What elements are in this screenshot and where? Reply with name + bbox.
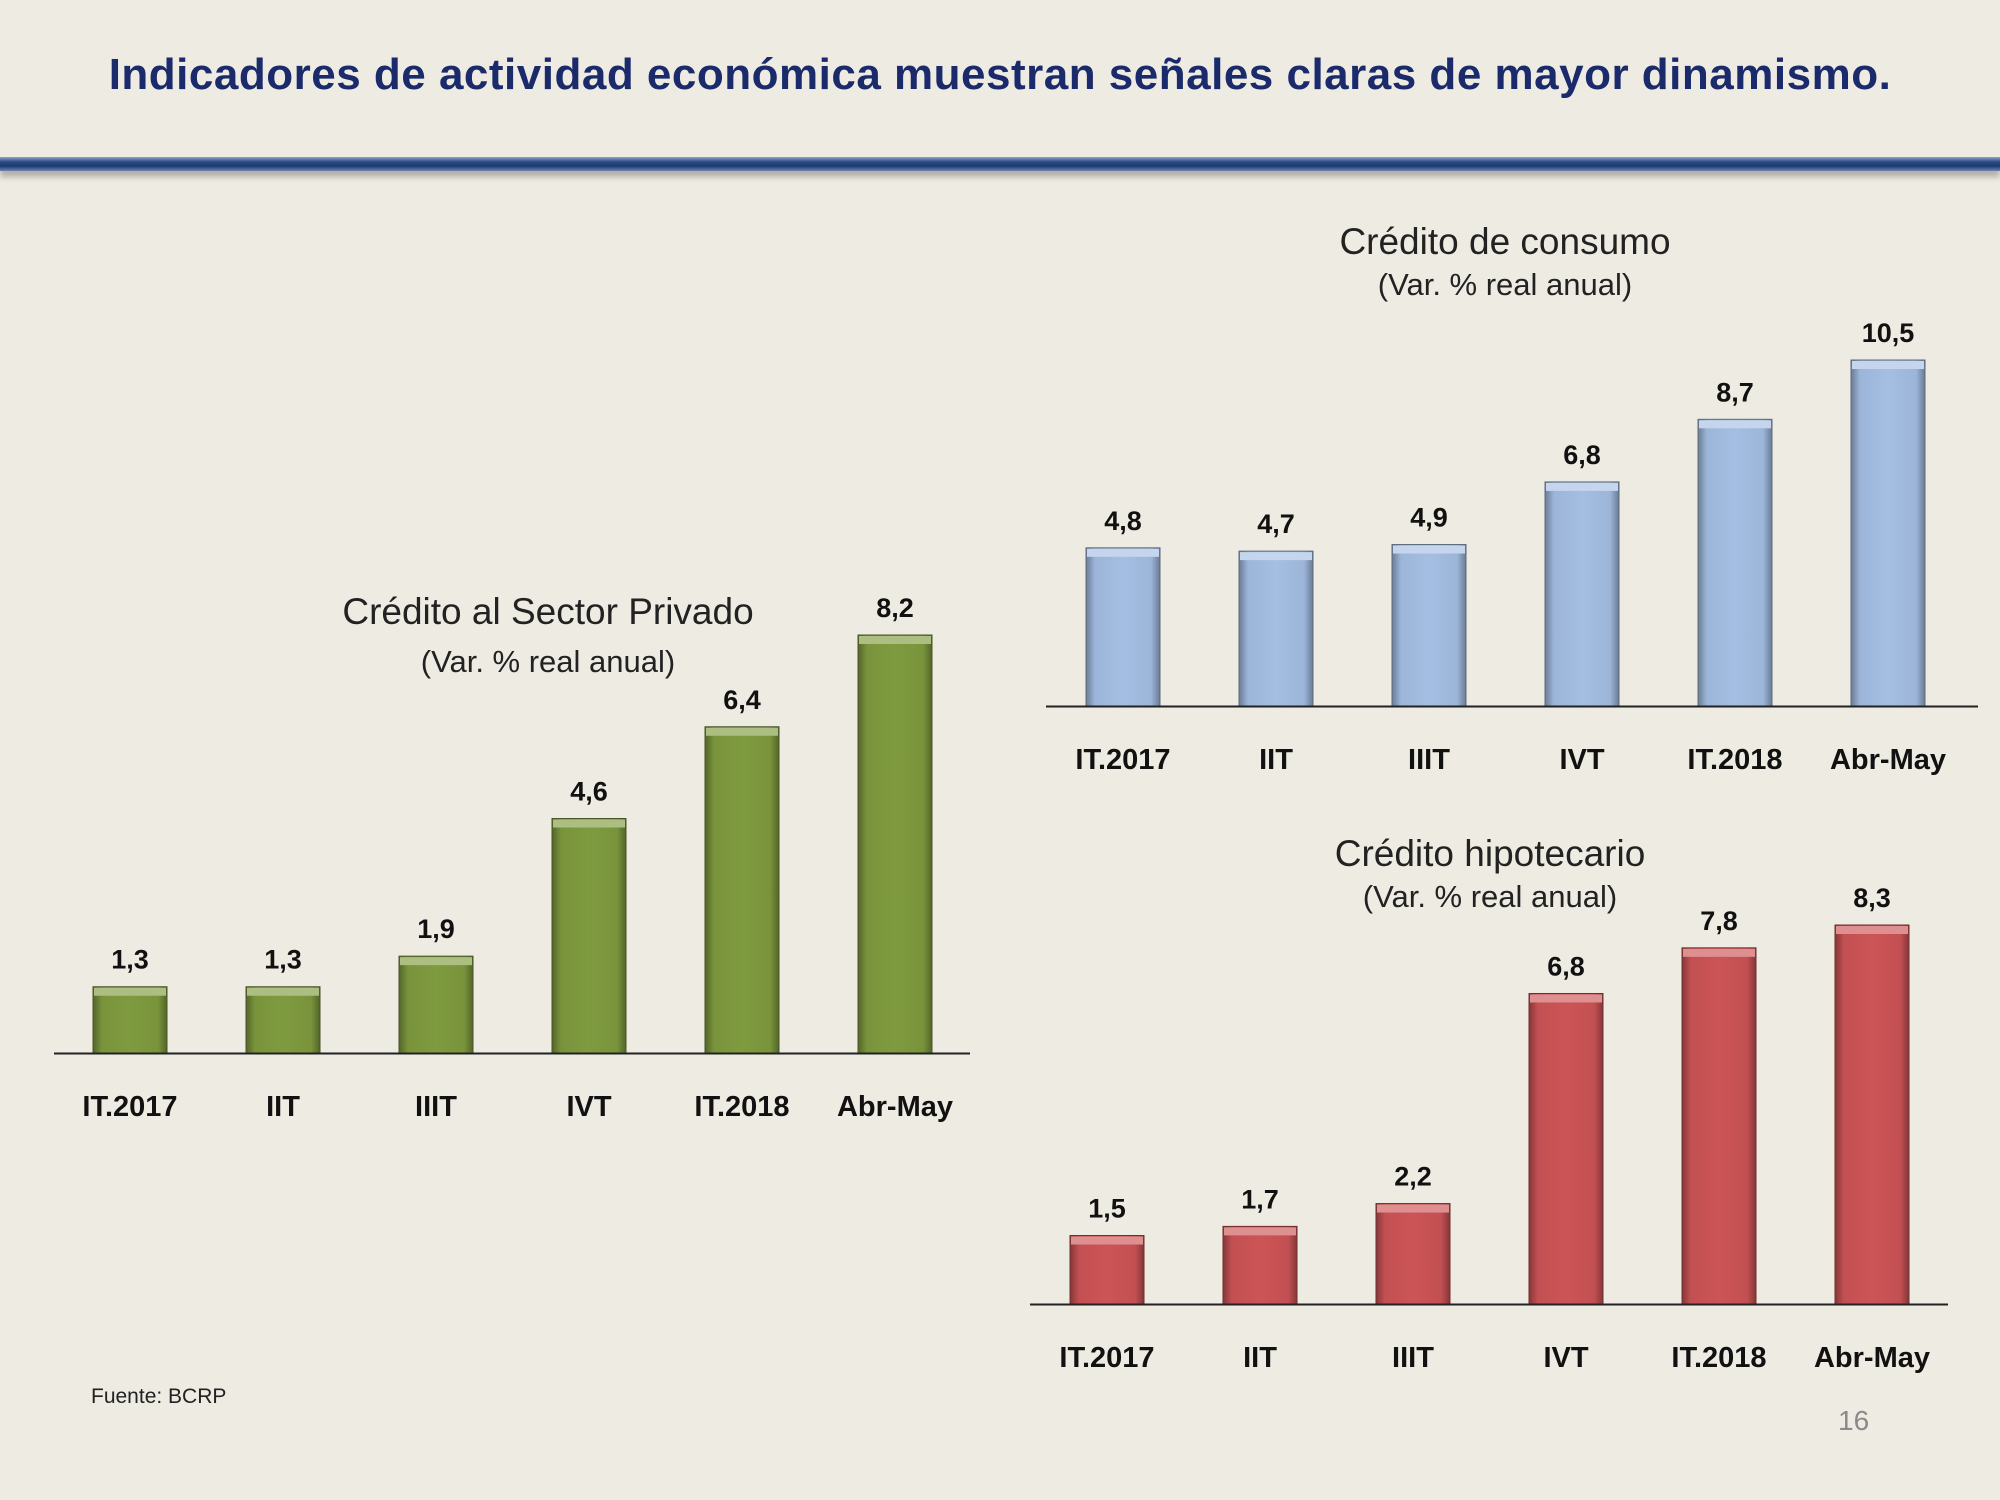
bar-sector-privado-1: [245, 986, 321, 1054]
value-label-sector-privado-0: 1,3: [111, 945, 149, 975]
title-divider: [0, 157, 2000, 171]
value-label-consumo-0: 4,8: [1104, 506, 1142, 536]
value-label-consumo-1: 4,7: [1257, 509, 1295, 539]
tick-label-hipotecario-4: IT.2018: [1671, 1342, 1766, 1374]
tick-label-consumo-2: IIIT: [1408, 744, 1450, 776]
bar-cap-hipotecario-2: [1377, 1204, 1449, 1213]
bar-consumo-4: [1697, 418, 1773, 707]
tick-label-consumo-0: IT.2017: [1075, 744, 1170, 776]
tick-label-sector-privado-5: Abr-May: [837, 1091, 953, 1123]
value-label-consumo-5: 10,5: [1862, 318, 1915, 348]
value-label-hipotecario-1: 1,7: [1241, 1184, 1279, 1214]
bar-cap-sector-privado-2: [400, 957, 472, 966]
chart-title-sector-privado: Crédito al Sector Privado: [342, 591, 754, 632]
bar-cap-sector-privado-3: [553, 819, 625, 828]
tick-label-sector-privado-0: IT.2017: [82, 1091, 177, 1123]
bar-consumo-0: [1085, 547, 1161, 707]
value-label-sector-privado-2: 1,9: [417, 914, 455, 944]
bar-cap-sector-privado-5: [859, 636, 931, 644]
bar-cap-consumo-1: [1240, 552, 1312, 561]
value-label-hipotecario-4: 7,8: [1700, 906, 1738, 936]
chart-title-hipotecario: Crédito hipotecario: [1334, 833, 1646, 874]
bar-hipotecario-1: [1222, 1225, 1298, 1305]
bar-sector-privado-4: [704, 726, 780, 1054]
bar-consumo-1: [1238, 550, 1314, 707]
tick-label-sector-privado-4: IT.2018: [694, 1091, 789, 1123]
tick-label-hipotecario-1: IIT: [1243, 1342, 1277, 1374]
bar-cap-hipotecario-1: [1224, 1227, 1296, 1236]
bar-consumo-3: [1544, 481, 1620, 707]
bar-sector-privado-2: [398, 955, 474, 1054]
value-label-consumo-4: 8,7: [1716, 377, 1754, 407]
value-label-hipotecario-3: 6,8: [1547, 951, 1585, 981]
tick-label-hipotecario-5: Abr-May: [1814, 1342, 1930, 1374]
bar-cap-sector-privado-1: [247, 987, 319, 996]
value-label-hipotecario-0: 1,5: [1088, 1194, 1126, 1224]
page-number: 16: [1838, 1405, 1870, 1436]
bar-cap-hipotecario-0: [1071, 1236, 1143, 1245]
bar-cap-hipotecario-4: [1683, 948, 1755, 957]
chart-subtitle-hipotecario: (Var. % real anual): [1362, 879, 1618, 914]
tick-label-hipotecario-2: IIIT: [1392, 1342, 1434, 1374]
slide-title: Indicadores de actividad económica muest…: [108, 50, 1892, 99]
value-label-sector-privado-5: 8,2: [876, 593, 914, 623]
value-label-hipotecario-2: 2,2: [1394, 1162, 1432, 1192]
source-note: Fuente: BCRP: [91, 1385, 227, 1408]
value-label-sector-privado-3: 4,6: [570, 777, 608, 807]
tick-label-hipotecario-0: IT.2017: [1059, 1342, 1154, 1374]
chart-title-consumo: Crédito de consumo: [1339, 221, 1671, 262]
value-label-consumo-2: 4,9: [1410, 503, 1448, 533]
bar-cap-sector-privado-4: [706, 727, 778, 736]
bar-hipotecario-2: [1375, 1203, 1451, 1305]
value-label-sector-privado-4: 6,4: [723, 685, 761, 715]
bar-consumo-2: [1391, 544, 1467, 707]
bar-cap-consumo-5: [1852, 361, 1924, 369]
tick-label-hipotecario-3: IVT: [1543, 1342, 1588, 1374]
bar-cap-consumo-4: [1699, 420, 1771, 429]
bar-hipotecario-4: [1681, 947, 1757, 1305]
bar-cap-consumo-2: [1393, 545, 1465, 554]
tick-label-sector-privado-3: IVT: [566, 1091, 611, 1123]
bar-hipotecario-3: [1528, 992, 1604, 1305]
bar-cap-hipotecario-5: [1836, 926, 1908, 934]
value-label-hipotecario-5: 8,3: [1853, 883, 1891, 913]
tick-label-sector-privado-2: IIIT: [415, 1091, 457, 1123]
chart-subtitle-sector-privado: (Var. % real anual): [420, 644, 676, 679]
bar-hipotecario-5: [1834, 924, 1910, 1305]
value-label-consumo-3: 6,8: [1563, 440, 1601, 470]
chart-subtitle-consumo: (Var. % real anual): [1377, 267, 1633, 302]
tick-label-consumo-4: IT.2018: [1687, 744, 1782, 776]
tick-label-consumo-3: IVT: [1559, 744, 1604, 776]
tick-label-consumo-1: IIT: [1259, 744, 1293, 776]
bar-consumo-5: [1850, 359, 1926, 707]
bar-cap-consumo-0: [1087, 548, 1159, 557]
tick-label-consumo-5: Abr-May: [1830, 744, 1946, 776]
bar-cap-hipotecario-3: [1530, 994, 1602, 1003]
tick-label-sector-privado-1: IIT: [266, 1091, 300, 1123]
value-label-sector-privado-1: 1,3: [264, 945, 302, 975]
bar-cap-consumo-3: [1546, 482, 1618, 491]
bar-sector-privado-0: [92, 986, 168, 1054]
bar-sector-privado-5: [857, 634, 933, 1054]
bar-hipotecario-0: [1069, 1235, 1145, 1305]
bar-cap-sector-privado-0: [94, 987, 166, 996]
